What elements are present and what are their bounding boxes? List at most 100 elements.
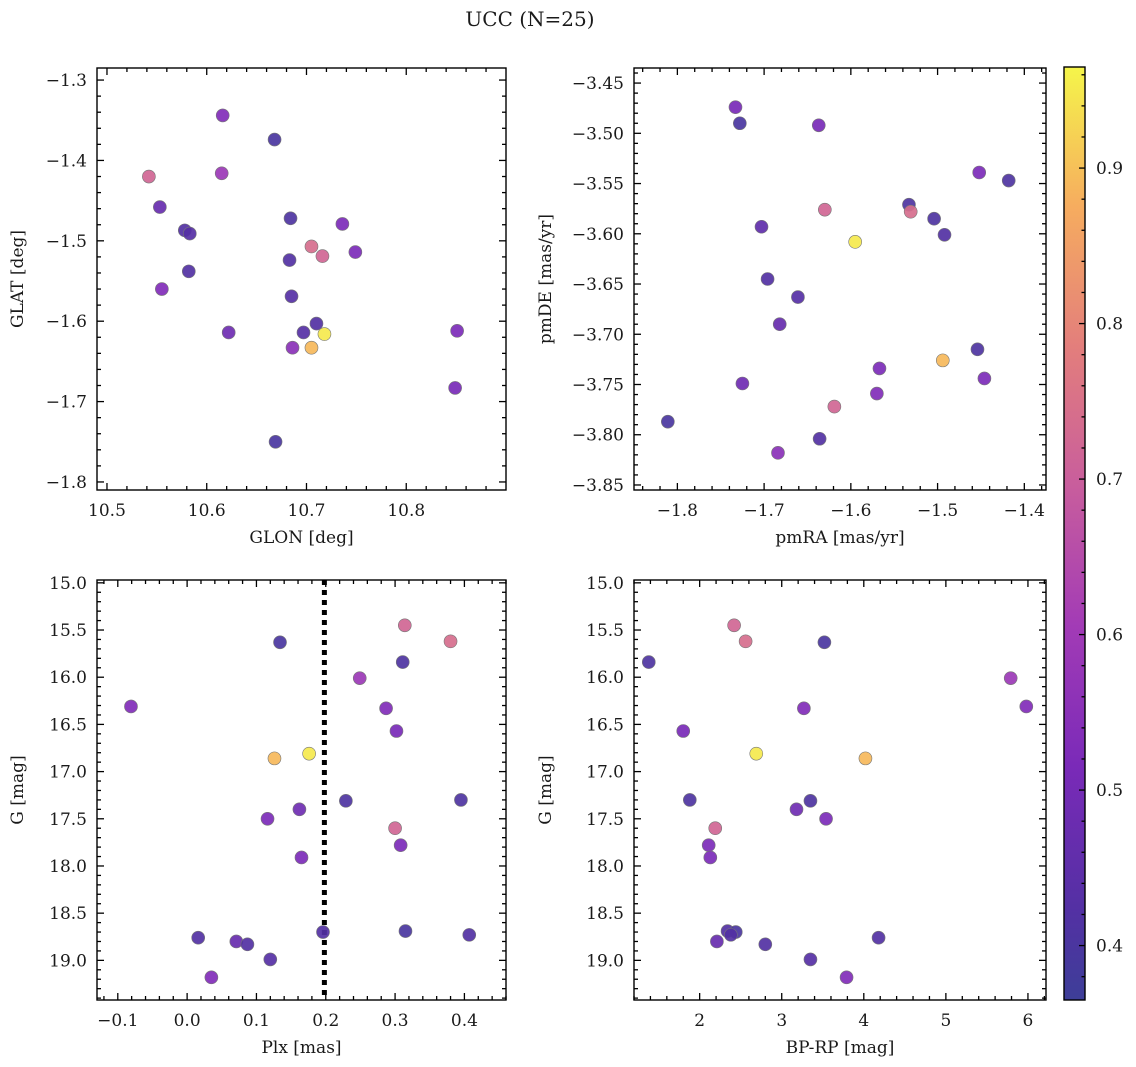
scatter-point	[352, 671, 367, 685]
y-axis-label: GLAT [deg]	[8, 230, 28, 328]
scatter-point	[395, 655, 410, 669]
scatter-point	[871, 930, 886, 945]
colorbar-tick-label: 0.7	[1096, 470, 1123, 490]
scatter-point	[937, 227, 952, 242]
x-axis-label: GLON [deg]	[249, 528, 353, 548]
panel-bottom-left: −0.1 0.0 0.1 0.2 0.3 0.4 15.0 15.5 16.0 16.5 17.0 1…	[8, 574, 507, 1058]
scatter-point	[267, 751, 282, 766]
scatter-point	[316, 925, 330, 939]
scatter-point	[388, 821, 402, 836]
y-tick-label: −3.75	[572, 376, 624, 396]
x-tick-label: 2	[694, 1011, 705, 1031]
y-tick-label: 19.0	[49, 951, 87, 971]
axes-frame	[96, 579, 507, 1001]
scatter-point	[839, 970, 854, 985]
y-tick-label: 16.0	[586, 668, 624, 688]
y-tick-label: −1.7	[46, 393, 87, 413]
scatter-point	[817, 635, 832, 650]
scatter-point	[267, 132, 282, 147]
scatter-point	[263, 952, 278, 967]
y-tick-label: −3.50	[572, 124, 624, 144]
scatter-point	[124, 699, 138, 714]
scatter-point	[724, 928, 738, 942]
scatter-point	[710, 934, 724, 949]
y-tick-label: 17.0	[49, 763, 87, 783]
scatter-point	[398, 924, 413, 938]
scatter-point	[811, 118, 826, 133]
scatter-point	[827, 399, 842, 414]
scatter-point	[448, 381, 462, 395]
scatter-point	[304, 239, 319, 254]
scatter-point	[155, 282, 169, 296]
scatter-point	[803, 952, 818, 967]
y-tick-label: 18.0	[586, 857, 624, 877]
scatter-points	[124, 618, 477, 985]
scatter-point	[683, 793, 697, 807]
y-tick-label: −1.8	[46, 473, 87, 493]
scatter-point	[379, 701, 393, 716]
scatter-point	[758, 937, 773, 952]
y-tick-label: −3.65	[572, 275, 624, 295]
scatter-point	[1019, 699, 1034, 714]
scatter-point	[462, 928, 477, 942]
x-tick-label: 5	[940, 1011, 951, 1031]
scatter-point	[870, 386, 884, 401]
scatter-point	[454, 793, 468, 807]
scatter-point	[927, 211, 941, 226]
scatter-point	[296, 325, 311, 340]
y-axis-label: G [mag]	[8, 755, 28, 824]
ticks	[634, 68, 1046, 490]
y-tick-label: 18.5	[49, 904, 87, 924]
panel-bottom-right: 2 3 4 5 6 15.0 15.5 16.0 16.5 17.0 17.5 18.0 18.5 19.…	[536, 574, 1047, 1058]
scatter-point	[282, 253, 297, 267]
scatter-point	[142, 169, 156, 184]
scatter-points	[661, 100, 1016, 460]
scatter-point	[791, 290, 805, 304]
scatter-point	[182, 226, 197, 241]
scatter-point	[903, 204, 918, 219]
x-tick-label: 0.0	[174, 1011, 201, 1031]
scatter-point	[309, 316, 324, 331]
x-tick-label: 0.3	[382, 1011, 409, 1031]
y-tick-label: −3.70	[572, 325, 624, 345]
scatter-point	[348, 245, 363, 259]
y-tick-label: 17.0	[586, 763, 624, 783]
scatter-point	[315, 249, 330, 263]
scatter-point	[292, 802, 307, 817]
x-tick-label: 6	[1023, 1011, 1034, 1031]
ticks	[633, 580, 1046, 1000]
scatter-point	[450, 324, 464, 338]
scatter-point	[389, 724, 404, 738]
x-tick-label: 0.4	[451, 1011, 478, 1031]
scatter-point	[749, 746, 764, 761]
scatter-points	[641, 618, 1034, 985]
scatter-point	[935, 353, 950, 368]
scatter-point	[728, 100, 743, 114]
y-tick-label: 17.5	[49, 810, 87, 830]
scatter-point	[797, 701, 811, 716]
scatter-point	[204, 970, 219, 985]
y-tick-label: −1.3	[46, 71, 87, 91]
x-tick-label: −1.4	[1004, 501, 1045, 521]
x-tick-label: 3	[776, 1011, 787, 1031]
x-tick-label: 4	[858, 1011, 869, 1031]
x-tick-label: 0.1	[243, 1011, 270, 1031]
scatter-point	[221, 325, 236, 340]
scatter-point	[268, 434, 283, 449]
scatter-point	[970, 342, 985, 357]
scatter-point	[191, 930, 206, 945]
x-tick-label: −0.1	[97, 1011, 138, 1031]
scatter-point	[818, 202, 832, 217]
scatter-point	[858, 751, 873, 766]
scatter-point	[1003, 671, 1018, 685]
scatter-point	[260, 811, 275, 826]
x-tick-label: 10.8	[387, 501, 425, 521]
colorbar-frame	[1063, 66, 1086, 1001]
x-tick-label: 10.6	[188, 501, 226, 521]
y-tick-label: −1.4	[46, 151, 87, 171]
panel-top-right: −1.8 −1.7 −1.6 −1.5 −1.4 −3.85 −3.80 −3.75 −3.70…	[536, 67, 1047, 548]
figure-title: UCC (N=25)	[465, 7, 594, 31]
scatter-point	[294, 850, 309, 865]
scatter-point	[872, 361, 887, 376]
